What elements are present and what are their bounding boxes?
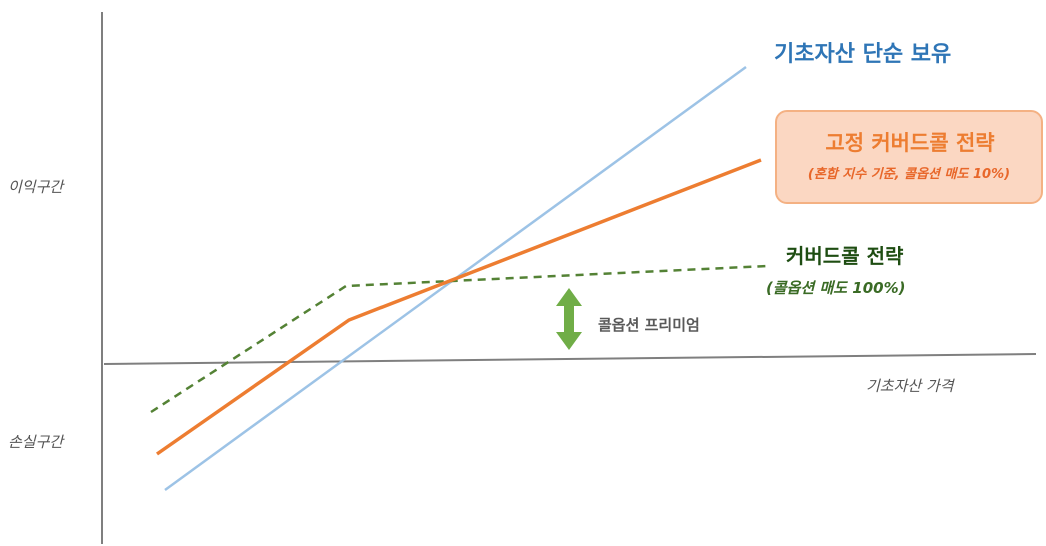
underlying-label: 기초자산 단순 보유 [774, 42, 952, 67]
loss-zone-label: 손실구간 [8, 433, 64, 451]
call-premium-label: 콜옵션 프리미엄 [598, 316, 700, 334]
fixed-covered-call-label: 고정 커버드콜 전략 [825, 131, 995, 155]
x-axis-label: 기초자산 가격 [866, 377, 954, 395]
covered-call-label: 커버드콜 전략 [786, 244, 904, 268]
fixed-covered-call-note: (혼합 지수 기준, 콜옵션 매도 10%) [807, 167, 1011, 182]
fixed-covered-call-line [155, 158, 762, 456]
covered-call-note: (콜옵션 매도 100%) [766, 279, 906, 297]
x-axis [103, 353, 1037, 365]
premium-arrow-icon [556, 288, 582, 350]
covered-call-line [150, 264, 768, 414]
profit-zone-label: 이익구간 [8, 178, 64, 196]
fixed-covered-call-callout [775, 110, 1043, 204]
